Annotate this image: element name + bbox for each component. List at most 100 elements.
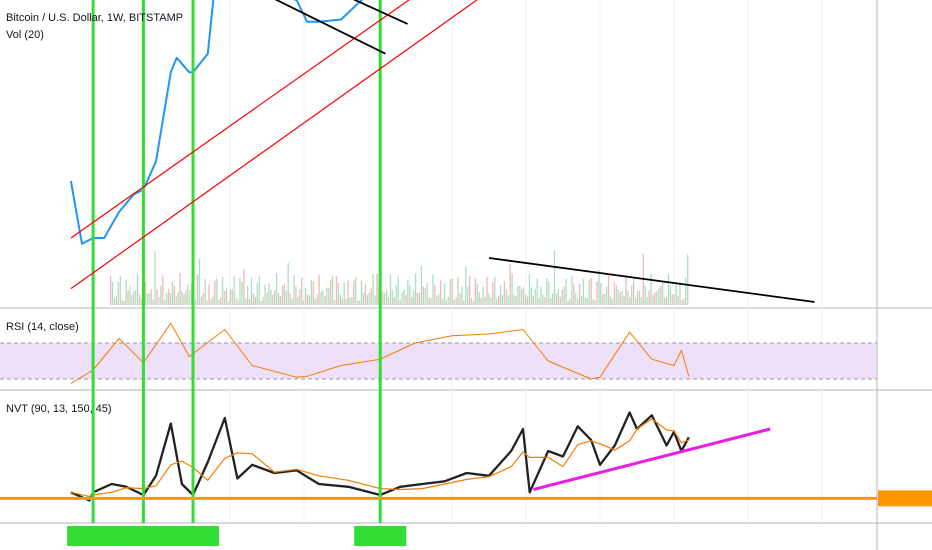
volume-bar: [158, 296, 160, 305]
volume-bar: [681, 300, 683, 305]
volume-bar: [660, 286, 662, 305]
volume-bar: [488, 293, 490, 305]
volume-bar: [140, 298, 143, 305]
volume-bar: [463, 300, 465, 305]
volume-bar: [297, 296, 299, 305]
volume-bar: [685, 278, 687, 305]
volume-bar: [490, 297, 492, 305]
volume-bar: [596, 281, 598, 305]
volume-bar: [185, 290, 187, 305]
volume-bar: [411, 296, 413, 305]
volume-bar: [345, 298, 347, 305]
volume-bar: [492, 282, 494, 305]
volume-bar: [204, 279, 206, 305]
volume-bar: [274, 289, 276, 305]
volume-bar: [432, 274, 434, 305]
volume-bar: [275, 273, 278, 305]
channel-lower: [70, 0, 478, 290]
volume-bar: [609, 296, 612, 305]
volume-bar: [546, 278, 548, 305]
volume-bar: [669, 286, 671, 305]
volume-bar: [366, 294, 368, 305]
volume-bar: [658, 288, 660, 305]
volume-bar: [569, 298, 571, 305]
volume-bar: [318, 274, 320, 305]
volume-bar: [216, 278, 218, 305]
volume-bar: [486, 276, 488, 305]
volume-bar: [631, 285, 633, 305]
volume-bar: [391, 289, 394, 305]
volume-bar: [511, 273, 513, 305]
volume-bar: [239, 278, 241, 305]
volume-bar: [532, 296, 534, 305]
volume-bar: [256, 282, 258, 305]
volume-bar: [426, 282, 428, 305]
volume-bar: [293, 274, 295, 305]
volume-bar: [606, 286, 608, 305]
volume-bar: [571, 275, 573, 305]
volume-bar: [673, 293, 675, 305]
volume-bar: [636, 291, 639, 305]
marker-tag-bg-0: [67, 526, 120, 546]
volume-bar: [501, 294, 504, 305]
volume-bar: [550, 298, 552, 305]
volume-bar: [198, 258, 201, 305]
volume-bar: [316, 294, 318, 305]
pane-marks: [0, 250, 877, 380]
marker-tag-bg-2: [167, 526, 219, 546]
volume-bar: [117, 281, 120, 305]
volume-bar: [250, 277, 253, 305]
volume-bar: [517, 286, 519, 305]
volume-bar: [200, 296, 203, 305]
volume-bar: [360, 280, 363, 305]
volume-bar: [335, 275, 338, 305]
volume-bar: [677, 296, 679, 305]
volume-bar: [187, 284, 189, 305]
volume-bar: [247, 285, 249, 305]
volume-bar: [617, 289, 619, 305]
volume-bar: [602, 294, 604, 305]
volume-bar: [372, 274, 374, 305]
volume-bar: [351, 296, 353, 305]
volume-bar: [121, 300, 123, 305]
volume-bar: [661, 282, 664, 305]
volume-bar: [422, 286, 424, 305]
volume-bar: [376, 273, 378, 305]
volume-bar: [283, 283, 285, 305]
volume-bar: [413, 291, 415, 305]
volume-bar: [362, 292, 365, 305]
volume-bar: [494, 276, 496, 305]
volume-bar: [248, 299, 251, 305]
volume-bar: [382, 291, 384, 305]
marker-tag-bg-1: [117, 526, 170, 546]
volume-bar: [621, 291, 623, 305]
volume-bar: [656, 291, 658, 305]
volume-bar: [301, 277, 303, 305]
volume-bar: [507, 295, 509, 305]
nvt-ma-line: [70, 418, 690, 497]
volume-bar: [165, 292, 168, 305]
volume-bar: [310, 279, 313, 305]
volume-bar: [156, 289, 158, 305]
volume-bar: [575, 293, 577, 305]
volume-bar: [524, 294, 527, 305]
volume-bar: [675, 281, 677, 305]
volume-bar: [189, 290, 191, 305]
volume-bar: [353, 280, 355, 305]
volume-bar: [324, 295, 326, 305]
volume-bar: [480, 297, 482, 305]
volume-bar: [295, 286, 297, 305]
volume-bar: [111, 281, 114, 305]
volume-bar: [328, 288, 330, 305]
nvt-trendline: [533, 427, 771, 491]
volume-bar: [393, 297, 396, 305]
channel-upper: [70, 0, 410, 239]
volume-bar: [115, 295, 118, 305]
volume-bar: [260, 300, 262, 305]
volume-bar: [322, 290, 324, 305]
volume-bar: [449, 279, 451, 305]
volume-bar: [467, 287, 469, 305]
volume-trendline: [488, 257, 815, 303]
volume-bar: [144, 281, 147, 305]
